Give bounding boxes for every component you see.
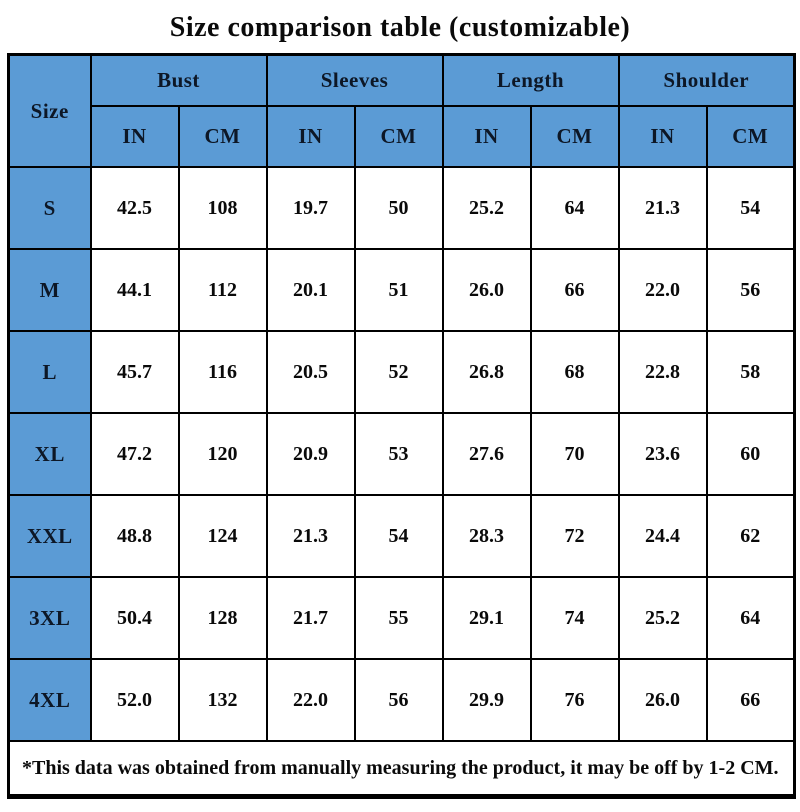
unit-header-bust-cm: CM: [177, 105, 268, 168]
cell-xl-length-cm: 70: [529, 412, 620, 496]
unit-header-bust-in: IN: [89, 105, 180, 168]
cell-m-sleeves-in: 20.1: [265, 248, 356, 332]
cell-s-shoulder-in: 21.3: [617, 166, 708, 250]
cell-3xl-bust-in: 50.4: [89, 576, 180, 660]
cell-s-sleeves-in: 19.7: [265, 166, 356, 250]
footnote-row: *This data was obtained from manually me…: [7, 740, 796, 799]
cell-3xl-length-cm: 74: [529, 576, 620, 660]
row-header-l: L: [7, 330, 92, 414]
row-header-s: S: [7, 166, 92, 250]
cell-s-sleeves-cm: 50: [353, 166, 444, 250]
unit-header-sleeves-in: IN: [265, 105, 356, 168]
table-row-4xl: 4XL 52.0 132 22.0 56 29.9 76 26.0 66: [7, 658, 796, 742]
row-header-xxl: XXL: [7, 494, 92, 578]
table-row-xl: XL 47.2 120 20.9 53 27.6 70 23.6 60: [7, 412, 796, 496]
cell-xxl-length-in: 28.3: [441, 494, 532, 578]
footnote: *This data was obtained from manually me…: [7, 740, 796, 799]
cell-3xl-length-in: 29.1: [441, 576, 532, 660]
cell-3xl-shoulder-in: 25.2: [617, 576, 708, 660]
cell-xxl-bust-cm: 124: [177, 494, 268, 578]
cell-l-sleeves-cm: 52: [353, 330, 444, 414]
unit-header-length-cm: CM: [529, 105, 620, 168]
cell-l-length-in: 26.8: [441, 330, 532, 414]
cell-l-shoulder-in: 22.8: [617, 330, 708, 414]
cell-4xl-bust-in: 52.0: [89, 658, 180, 742]
cell-m-length-cm: 66: [529, 248, 620, 332]
row-header-m: M: [7, 248, 92, 332]
cell-3xl-shoulder-cm: 64: [705, 576, 796, 660]
cell-xxl-shoulder-cm: 62: [705, 494, 796, 578]
unit-header-shoulder-in: IN: [617, 105, 708, 168]
cell-3xl-sleeves-in: 21.7: [265, 576, 356, 660]
cell-xl-bust-cm: 120: [177, 412, 268, 496]
cell-s-length-cm: 64: [529, 166, 620, 250]
table-row-m: M 44.1 112 20.1 51 26.0 66 22.0 56: [7, 248, 796, 332]
cell-xl-length-in: 27.6: [441, 412, 532, 496]
cell-m-shoulder-cm: 56: [705, 248, 796, 332]
cell-m-bust-cm: 112: [177, 248, 268, 332]
cell-l-sleeves-in: 20.5: [265, 330, 356, 414]
unit-header-sleeves-cm: CM: [353, 105, 444, 168]
cell-s-length-in: 25.2: [441, 166, 532, 250]
cell-s-bust-in: 42.5: [89, 166, 180, 250]
cell-xl-sleeves-in: 20.9: [265, 412, 356, 496]
cell-xxl-shoulder-in: 24.4: [617, 494, 708, 578]
row-header-4xl: 4XL: [7, 658, 92, 742]
row-header-xl: XL: [7, 412, 92, 496]
column-header-size: Size: [7, 53, 92, 168]
cell-xl-bust-in: 47.2: [89, 412, 180, 496]
size-comparison-table: Size Bust Sleeves Length Shoulder IN CM …: [7, 53, 797, 799]
unit-header-length-in: IN: [441, 105, 532, 168]
cell-4xl-sleeves-in: 22.0: [265, 658, 356, 742]
header-group-row: Size Bust Sleeves Length Shoulder: [7, 53, 796, 168]
cell-m-bust-in: 44.1: [89, 248, 180, 332]
cell-xl-shoulder-in: 23.6: [617, 412, 708, 496]
cell-3xl-sleeves-cm: 55: [353, 576, 444, 660]
cell-xl-sleeves-cm: 53: [353, 412, 444, 496]
column-group-bust: Bust: [89, 53, 268, 107]
cell-m-sleeves-cm: 51: [353, 248, 444, 332]
cell-xxl-sleeves-cm: 54: [353, 494, 444, 578]
page-title: Size comparison table (customizable): [169, 12, 631, 43]
table-row-s: S 42.5 108 19.7 50 25.2 64 21.3 54: [7, 166, 796, 250]
cell-4xl-length-cm: 76: [529, 658, 620, 742]
cell-l-length-cm: 68: [529, 330, 620, 414]
cell-l-bust-in: 45.7: [89, 330, 180, 414]
cell-4xl-length-in: 29.9: [441, 658, 532, 742]
cell-l-bust-cm: 116: [177, 330, 268, 414]
cell-xxl-sleeves-in: 21.3: [265, 494, 356, 578]
cell-xxl-bust-in: 48.8: [89, 494, 180, 578]
cell-m-length-in: 26.0: [441, 248, 532, 332]
cell-l-shoulder-cm: 58: [705, 330, 796, 414]
column-group-sleeves: Sleeves: [265, 53, 444, 107]
unit-header-shoulder-cm: CM: [705, 105, 796, 168]
table-row-l: L 45.7 116 20.5 52 26.8 68 22.8 58: [7, 330, 796, 414]
cell-3xl-bust-cm: 128: [177, 576, 268, 660]
cell-xl-shoulder-cm: 60: [705, 412, 796, 496]
cell-4xl-sleeves-cm: 56: [353, 658, 444, 742]
cell-4xl-bust-cm: 132: [177, 658, 268, 742]
row-header-3xl: 3XL: [7, 576, 92, 660]
cell-xxl-length-cm: 72: [529, 494, 620, 578]
cell-4xl-shoulder-cm: 66: [705, 658, 796, 742]
cell-s-shoulder-cm: 54: [705, 166, 796, 250]
header-unit-row: IN CM IN CM IN CM IN CM: [9, 105, 796, 168]
table-row-xxl: XXL 48.8 124 21.3 54 28.3 72 24.4 62: [7, 494, 796, 578]
table-row-3xl: 3XL 50.4 128 21.7 55 29.1 74 25.2 64: [7, 576, 796, 660]
cell-m-shoulder-in: 22.0: [617, 248, 708, 332]
cell-s-bust-cm: 108: [177, 166, 268, 250]
column-group-length: Length: [441, 53, 620, 107]
cell-4xl-shoulder-in: 26.0: [617, 658, 708, 742]
column-group-shoulder: Shoulder: [617, 53, 796, 107]
